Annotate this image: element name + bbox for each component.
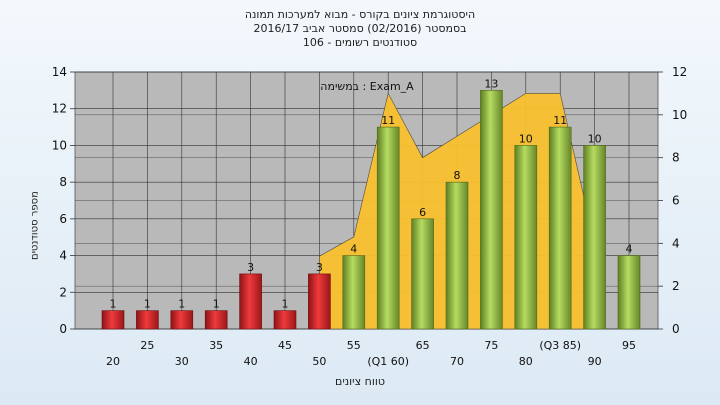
bar-160: [376, 126, 400, 330]
x-tick-label: 70: [450, 355, 464, 368]
y-tick-label-right: 4: [672, 236, 680, 250]
bar-value-label: 1: [110, 298, 117, 311]
x-tick-label: 50: [312, 355, 326, 368]
x-tick-label: 55: [347, 339, 361, 352]
bar-90: [583, 145, 606, 330]
y-tick-label-left: 0: [59, 322, 67, 336]
bar-75: [480, 90, 503, 330]
bar-value-label: 10: [519, 132, 533, 145]
bar-value-label: 13: [484, 77, 498, 90]
x-tick-label: 95: [622, 339, 636, 352]
y-tick-label-left: 4: [59, 249, 67, 263]
bar-30: [170, 310, 194, 330]
bar-value-label: 1: [282, 298, 289, 311]
x-tick-label: (Q1 60): [367, 355, 409, 368]
x-axis-label: טווח ציונים: [335, 375, 385, 388]
bar-45: [273, 310, 297, 330]
y-tick-label-left: 14: [52, 65, 67, 79]
bar-value-label: 4: [350, 243, 357, 256]
y-tick-label-left: 12: [52, 102, 67, 116]
bar-value-label: 6: [419, 206, 426, 219]
bar-value-label: 1: [144, 298, 151, 311]
bar-value-label: 1: [178, 298, 185, 311]
bar-value-label: 4: [626, 243, 633, 256]
bar-55: [342, 255, 366, 330]
bar-value-label: 1: [213, 298, 220, 311]
y-tick-label-right: 0: [672, 322, 680, 336]
x-tick-label: 80: [519, 355, 533, 368]
x-tick-label: 75: [484, 339, 498, 352]
x-tick-label: (Q3 85): [539, 339, 581, 352]
x-tick-label: 65: [416, 339, 430, 352]
y-axis-label: מספר סטודנטים: [29, 191, 41, 260]
y-tick-label-left: 10: [52, 138, 67, 152]
bar-40: [239, 273, 262, 330]
bar-35: [204, 310, 228, 330]
y-tick-label-left: 8: [59, 175, 67, 189]
bar-25: [136, 310, 159, 330]
bar-65: [411, 218, 434, 330]
y-tick-label-right: 10: [672, 108, 687, 122]
x-axis: 20 25 30 35 40 45 50 55 (Q1 60) 65 70 75 80 (Q3 85) 90…: [106, 339, 636, 368]
bar-value-label: 8: [454, 169, 461, 182]
bar-value-label: 3: [247, 261, 254, 274]
y-tick-label-right: 12: [672, 65, 687, 79]
bar-70: [445, 181, 469, 330]
x-tick-label: 20: [106, 355, 120, 368]
bar-value-label: 11: [553, 114, 567, 127]
y-tick-label-right: 2: [672, 279, 680, 293]
y-tick-label-right: 8: [672, 151, 680, 165]
bar-95: [617, 255, 641, 330]
bar-value-label: 10: [588, 132, 602, 145]
chart-annotation: במשימה : Exam_A: [320, 80, 414, 93]
bar-385: [548, 126, 572, 330]
bar-50: [308, 273, 331, 330]
y-tick-label-right: 6: [672, 194, 680, 208]
bars: [101, 90, 641, 330]
bar-value-label: 11: [381, 114, 395, 127]
chart-title-line-3: סטודנטים רשומים - 106: [302, 36, 418, 49]
chart-title-line-1: היסטוגרמת ציונים בקורס - מבוא למערכות תמ…: [244, 8, 476, 21]
x-tick-label: 45: [278, 339, 292, 352]
x-tick-label: 25: [140, 339, 154, 352]
x-tick-label: 35: [209, 339, 223, 352]
x-tick-label: 90: [588, 355, 602, 368]
bar-value-label: 3: [316, 261, 323, 274]
left-y-axis: 0 2 4 6 8 10 12 14: [52, 65, 75, 336]
y-tick-label-left: 2: [59, 285, 67, 299]
right-y-axis: 0 2 4 6 8 10 12: [658, 65, 687, 336]
x-tick-label: 40: [244, 355, 258, 368]
chart-title-line-2: בסמסטר (02/2016) סמסטר אביב 2016/17: [253, 22, 467, 35]
bar-80: [514, 145, 538, 330]
x-tick-label: 30: [175, 355, 189, 368]
bar-20: [101, 310, 125, 330]
y-tick-label-left: 6: [59, 212, 67, 226]
